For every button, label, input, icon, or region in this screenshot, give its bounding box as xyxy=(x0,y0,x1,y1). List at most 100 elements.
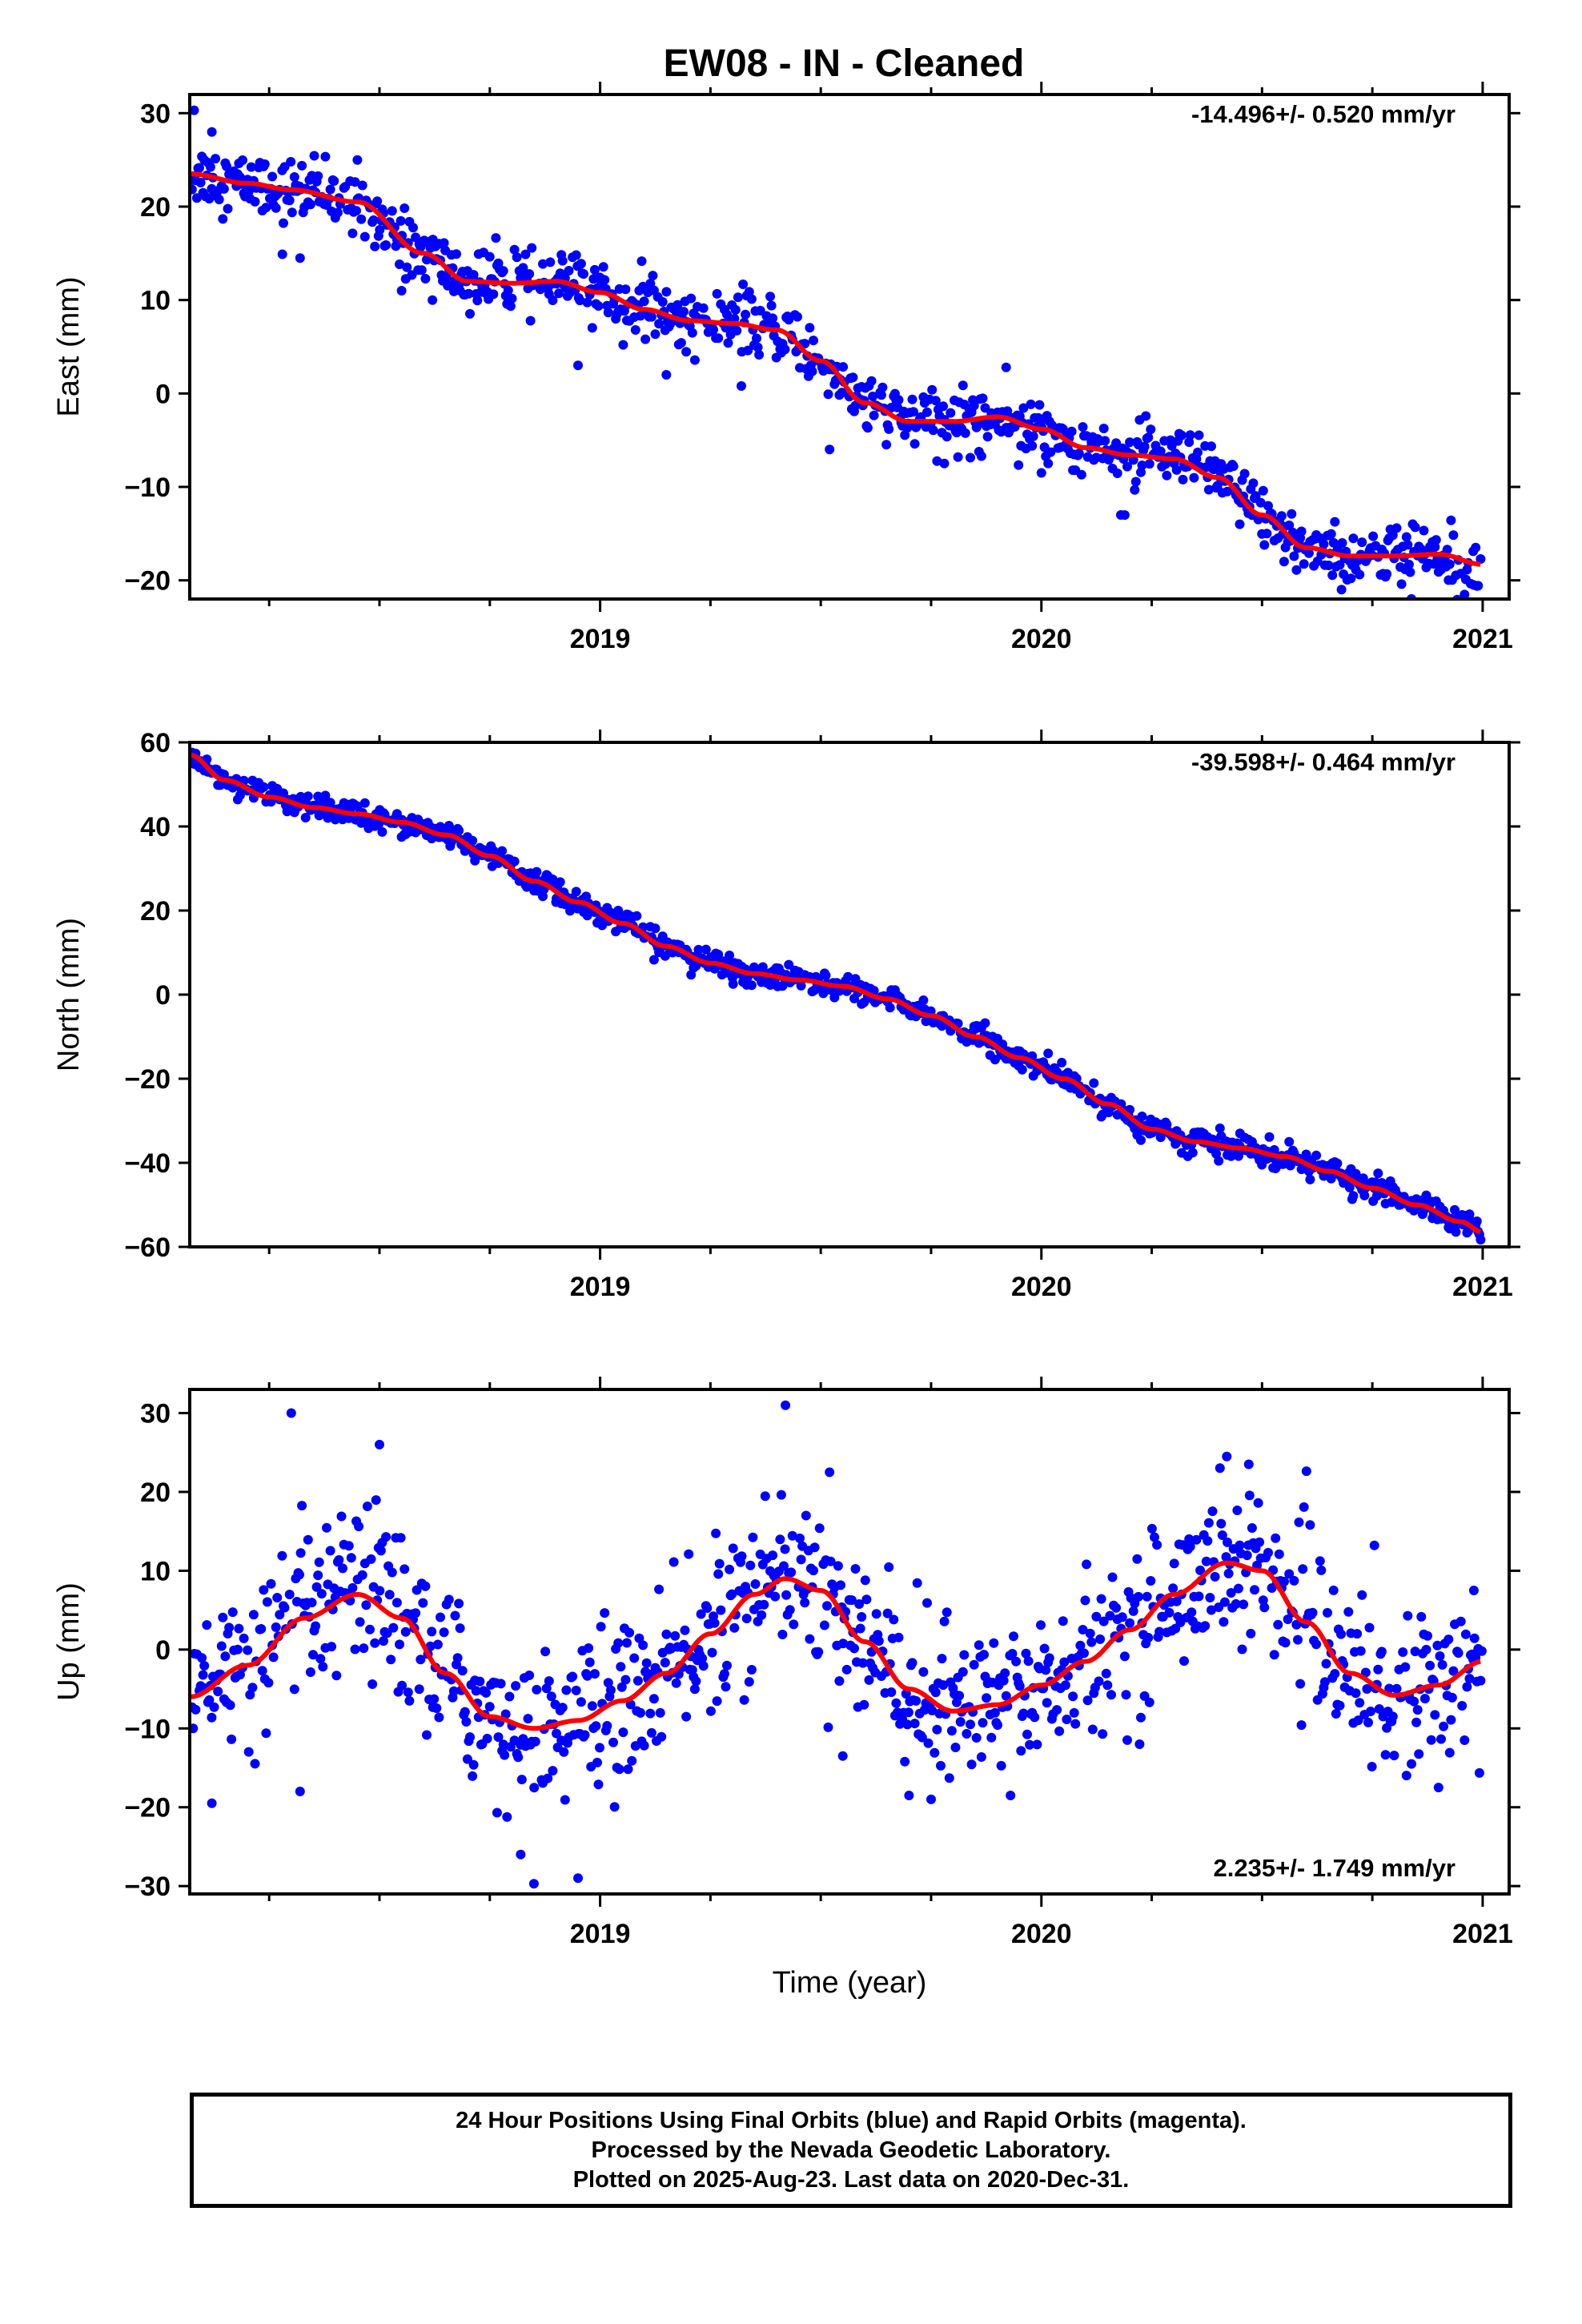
data-point xyxy=(918,1667,929,1677)
data-point xyxy=(859,1699,869,1710)
data-point xyxy=(370,1638,380,1648)
data-point xyxy=(744,1677,754,1687)
data-point xyxy=(520,249,531,259)
east-model-curve xyxy=(190,171,1481,567)
data-point xyxy=(781,1400,791,1410)
data-point xyxy=(375,1586,385,1596)
data-point xyxy=(1062,1715,1072,1724)
data-point xyxy=(632,1675,643,1686)
data-point xyxy=(576,1697,586,1707)
data-point xyxy=(1214,1156,1224,1166)
data-point xyxy=(1094,1676,1104,1687)
data-point xyxy=(922,1598,932,1608)
data-point xyxy=(907,1658,917,1668)
data-point xyxy=(243,1747,254,1757)
data-point xyxy=(765,292,775,302)
data-point xyxy=(836,1580,845,1590)
data-point xyxy=(205,162,215,172)
data-point xyxy=(1468,609,1477,618)
data-point xyxy=(568,1671,578,1682)
data-point xyxy=(938,1680,949,1691)
data-point xyxy=(554,288,564,299)
data-point xyxy=(538,259,548,269)
data-point xyxy=(461,1717,472,1727)
data-point xyxy=(1219,1597,1230,1607)
data-point xyxy=(593,301,604,311)
data-point xyxy=(561,1685,572,1695)
panel-up: −30 −20 −10 0 10 20 30 2019 2020 2021 Up (mm) 2.235… xyxy=(52,1377,1520,2000)
data-point xyxy=(460,1707,470,1717)
data-point xyxy=(1117,1612,1127,1622)
y-tick-label: 40 xyxy=(140,812,171,842)
data-point xyxy=(1203,1518,1214,1528)
data-point xyxy=(1303,548,1314,558)
data-point xyxy=(1128,1606,1138,1616)
data-point xyxy=(1264,1132,1275,1142)
data-point xyxy=(1460,589,1470,599)
data-point xyxy=(1186,1607,1197,1618)
data-point xyxy=(780,1544,790,1554)
x-tick-label: 2021 xyxy=(1452,624,1513,654)
data-point xyxy=(727,1589,737,1599)
data-point xyxy=(721,1682,731,1692)
data-point xyxy=(1446,515,1456,525)
data-point xyxy=(346,1553,356,1563)
data-point xyxy=(958,1667,968,1677)
data-point xyxy=(596,1622,606,1632)
data-point xyxy=(1085,1628,1095,1638)
data-point xyxy=(978,393,988,404)
data-point xyxy=(540,1647,551,1657)
data-point xyxy=(1091,1611,1102,1622)
data-point xyxy=(1301,1149,1311,1160)
data-point xyxy=(990,1707,1000,1718)
data-point xyxy=(1146,424,1156,435)
data-point xyxy=(1299,1502,1309,1512)
data-point xyxy=(1014,1681,1025,1691)
data-point xyxy=(753,342,763,352)
data-point xyxy=(491,233,501,243)
data-point xyxy=(942,432,952,442)
data-point xyxy=(946,1726,957,1736)
data-point xyxy=(595,1743,604,1753)
data-point xyxy=(546,1691,556,1702)
data-point xyxy=(450,1610,460,1621)
data-point xyxy=(1191,1534,1202,1545)
data-point xyxy=(1447,1692,1457,1703)
data-point xyxy=(737,1551,747,1562)
data-point xyxy=(1267,1583,1277,1593)
up-rate-label: 2.235+/- 1.749 mm/yr xyxy=(1214,1854,1456,1882)
data-point xyxy=(362,1502,372,1511)
data-point xyxy=(671,1678,681,1688)
data-point xyxy=(654,1584,665,1594)
data-point xyxy=(434,1712,444,1723)
data-point xyxy=(1293,1634,1303,1645)
data-point xyxy=(1355,1698,1365,1708)
data-point xyxy=(733,292,743,303)
data-point xyxy=(573,1873,583,1884)
data-point xyxy=(955,1717,966,1727)
data-point xyxy=(1373,1168,1383,1179)
data-point xyxy=(1247,1523,1257,1533)
data-point xyxy=(630,325,640,335)
data-point xyxy=(507,293,517,304)
data-point xyxy=(821,971,831,981)
data-point xyxy=(980,1018,990,1028)
data-point xyxy=(712,288,722,299)
data-point xyxy=(311,1582,322,1592)
data-point xyxy=(500,1709,511,1719)
data-point xyxy=(1476,1646,1487,1656)
data-point xyxy=(475,1676,485,1687)
data-point xyxy=(1353,1715,1363,1726)
data-point xyxy=(825,444,835,455)
data-point xyxy=(295,1548,306,1558)
data-point xyxy=(1425,1660,1435,1671)
data-point xyxy=(1401,532,1411,542)
data-point xyxy=(1203,1536,1213,1546)
data-point xyxy=(375,1439,384,1449)
data-point xyxy=(261,1728,271,1739)
data-point xyxy=(861,1594,872,1605)
data-point xyxy=(1274,1549,1284,1559)
data-point xyxy=(1357,537,1367,548)
data-point xyxy=(1223,1568,1234,1578)
y-tick-label: −20 xyxy=(124,566,171,597)
